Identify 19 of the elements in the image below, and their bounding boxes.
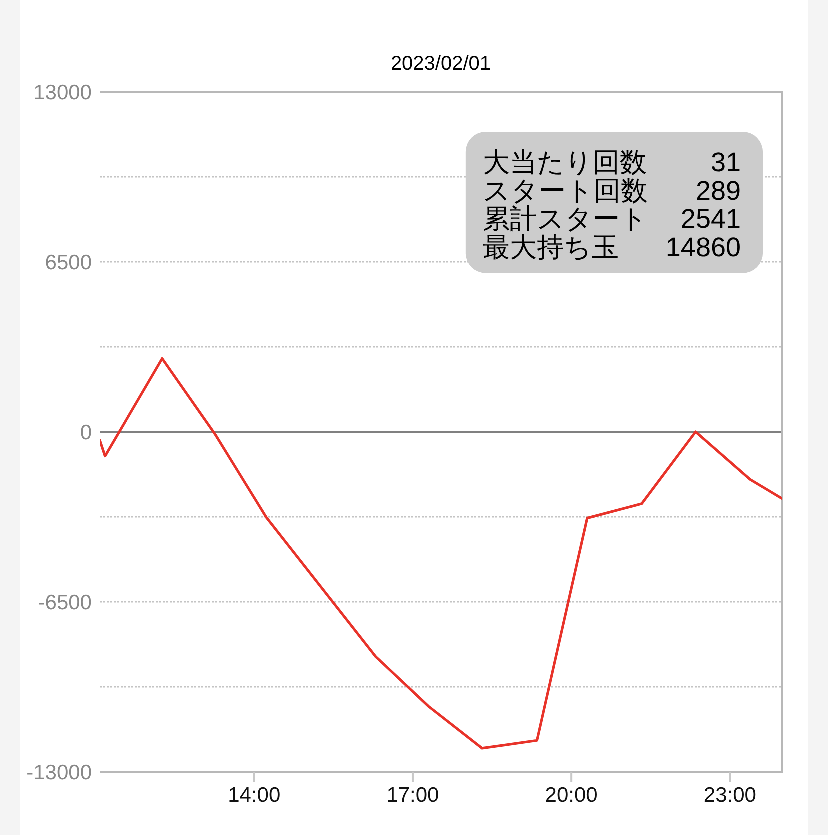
annotation: 2541 — [680, 204, 741, 234]
annotation: 31 — [710, 148, 741, 178]
annotation: 大当たり回数 — [482, 148, 647, 178]
y-tick-label: 13000 — [34, 82, 92, 104]
annotation: スタート回数 — [482, 176, 648, 206]
y-tick-label: -13000 — [26, 762, 92, 784]
annotation: 289 — [696, 176, 741, 206]
annotation: 14860 — [666, 232, 741, 262]
x-tick-label: 23:00 — [704, 784, 756, 807]
y-tick-label: 6500 — [45, 252, 92, 274]
annotation: 最大持ち玉 — [482, 232, 619, 262]
x-tick-label: 17:00 — [386, 784, 440, 807]
y-tick-label: -6500 — [38, 592, 92, 614]
x-tick-label: 20:00 — [545, 784, 598, 807]
annotation: 累計スタート — [482, 204, 648, 234]
chart-title: 2023/02/01 — [390, 53, 492, 75]
y-tick-label: 0 — [80, 422, 92, 444]
x-tick-label: 14:00 — [228, 784, 281, 807]
line-series — [100, 357, 782, 750]
